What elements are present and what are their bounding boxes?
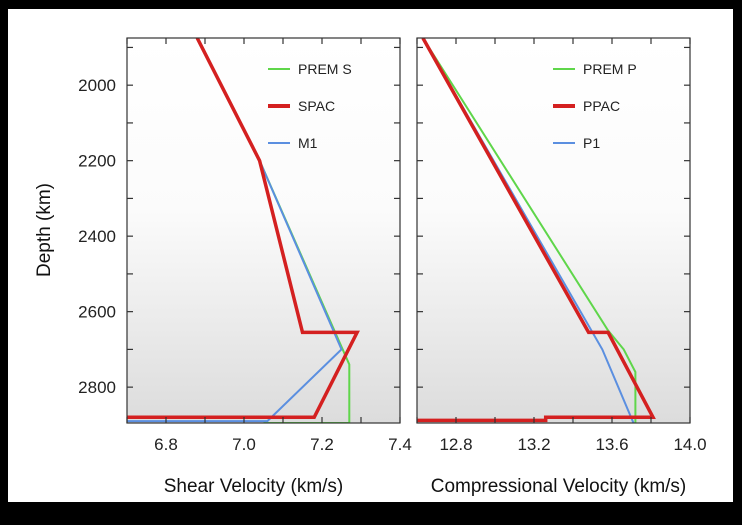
legend-label: PPAC [583, 98, 620, 114]
x-tick-label: 6.8 [154, 435, 178, 454]
legend: PREM S SPAC M1 [268, 61, 352, 151]
x-tick-label: 13.6 [595, 435, 628, 454]
x-tick-label: 7.2 [310, 435, 334, 454]
legend-label: SPAC [298, 98, 335, 114]
y-tick-label: 2000 [78, 76, 116, 95]
legend-label: PREM S [298, 61, 352, 77]
series-group [417, 38, 656, 423]
plot-area [417, 38, 690, 423]
series-line-ppac [417, 38, 656, 423]
panel-2: 12.8 13.2 13.6 14.0 Compressional Velocity (… [416, 37, 707, 497]
panel-1: 6.8 7.0 7.2 7.4 2000 2200 2400 2600 2800 Shear Ve… [34, 37, 412, 497]
x-tick-label: 14.0 [673, 435, 706, 454]
x-axis-title: Compressional Velocity (km/s) [431, 476, 687, 497]
y-tick-label: 2600 [78, 303, 116, 322]
plot-border [416, 37, 691, 424]
x-tick-label: 12.8 [439, 435, 472, 454]
plot-area [127, 38, 400, 423]
x-axis-title: Shear Velocity (km/s) [164, 476, 344, 497]
x-tick-label: 13.2 [517, 435, 550, 454]
legend-label: P1 [583, 135, 600, 151]
y-tick-label: 2200 [78, 152, 116, 171]
plot-border [126, 37, 401, 424]
series-line-prem-p [422, 38, 637, 423]
y-tick-label: 2400 [78, 227, 116, 246]
legend-label: PREM P [583, 61, 637, 77]
legend-label: M1 [298, 135, 318, 151]
x-tick-label: 7.4 [388, 435, 412, 454]
x-tick-label: 7.0 [232, 435, 256, 454]
y-tick-label: 2800 [78, 378, 116, 397]
y-axis-title: Depth (km) [34, 183, 55, 277]
legend: PREM P PPAC P1 [553, 61, 637, 151]
